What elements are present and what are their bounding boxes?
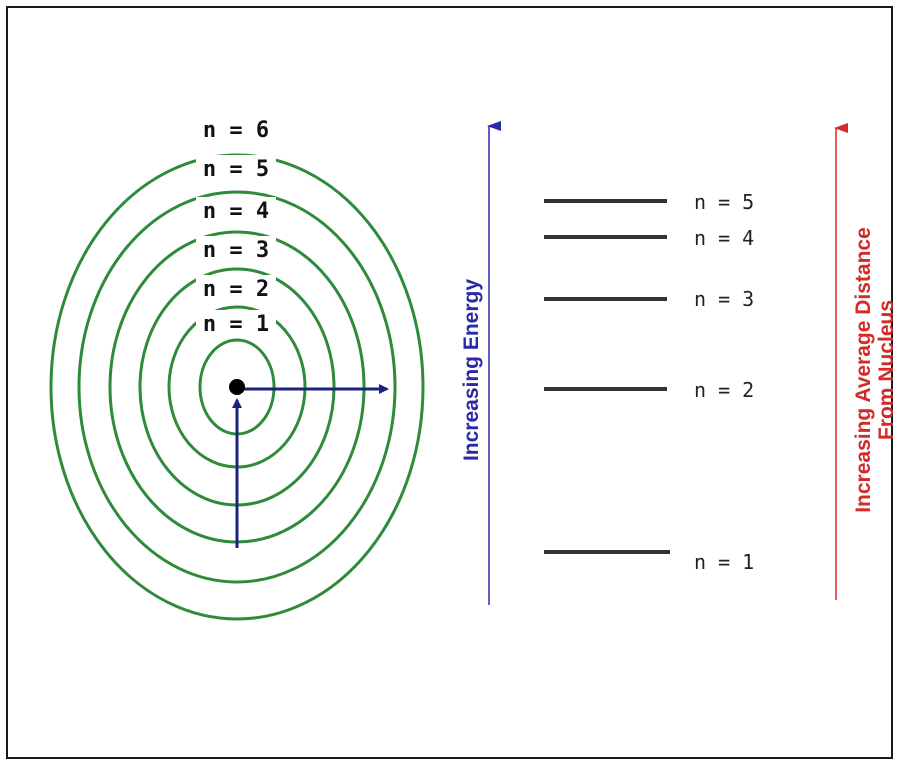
nucleus-dot (229, 379, 245, 395)
level-label-n5: n = 5 (694, 190, 754, 214)
diagram-frame (6, 6, 893, 759)
shell-label-n1: n = 1 (203, 312, 269, 337)
shell-labels: n = 1 n = 2 n = 3 n = 4 n = 5 n = 6 (196, 116, 276, 337)
distance-axis-label-line2: From Nucleus (875, 300, 898, 440)
energy-level-labels: n = 5 n = 4 n = 3 n = 2 n = 1 (694, 190, 754, 574)
shell-label-n4: n = 4 (203, 199, 269, 224)
shell-label-n5: n = 5 (203, 157, 269, 182)
energy-axis-label: Increasing Energy (460, 279, 483, 461)
level-label-n2: n = 2 (694, 378, 754, 402)
shell-n5 (77, 190, 397, 584)
distance-axis-label-line1: Increasing Average Distance (852, 227, 875, 513)
level-label-n4: n = 4 (694, 226, 754, 250)
energy-level-lines (544, 199, 670, 554)
shell-label-n2: n = 2 (203, 277, 269, 302)
level-label-n3: n = 3 (694, 287, 754, 311)
shell-label-n3: n = 3 (203, 238, 269, 263)
shell-label-n6: n = 6 (203, 118, 269, 143)
level-label-n1: n = 1 (694, 550, 754, 574)
